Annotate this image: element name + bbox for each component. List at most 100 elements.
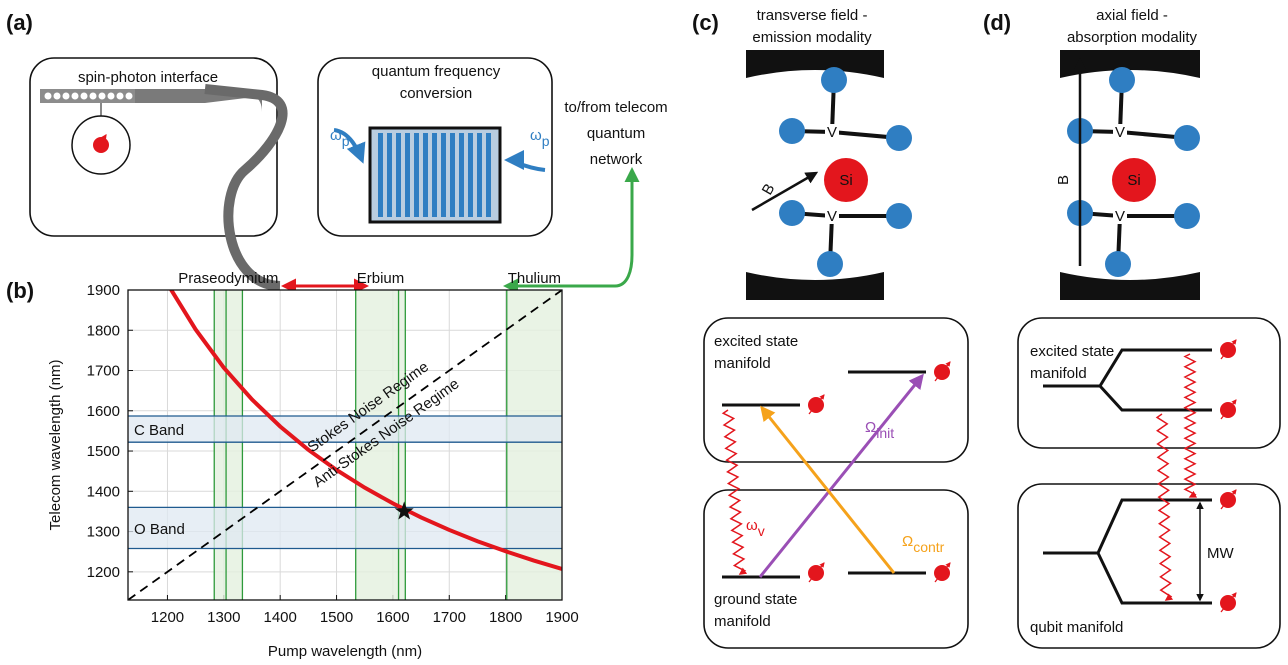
network-label: to/from telecom <box>564 99 667 116</box>
carbon-atom <box>1109 67 1135 93</box>
omega-contr: Ωcontr <box>902 533 945 555</box>
x-tick-label: 1200 <box>151 609 184 626</box>
telecom-band <box>128 507 562 548</box>
stripe <box>405 133 410 217</box>
hole <box>63 93 70 100</box>
carbon-atom <box>886 125 912 151</box>
x-tick-label: 1700 <box>433 609 466 626</box>
molecule: VVSi <box>1067 67 1200 277</box>
telecom-arrow <box>506 170 632 286</box>
hole <box>72 93 79 100</box>
panel-label: (a) <box>6 10 33 35</box>
vacancy-label: V <box>827 124 837 141</box>
carbon-atom <box>779 200 805 226</box>
band-label: C Band <box>134 422 184 439</box>
panel-title: emission modality <box>752 29 872 46</box>
y-tick-label: 1700 <box>87 363 120 380</box>
y-tick-label: 1300 <box>87 524 120 541</box>
stripe <box>414 133 419 217</box>
x-tick-label: 1800 <box>489 609 522 626</box>
symbol: ω <box>530 127 542 144</box>
omega-init: Ωinit <box>865 419 894 441</box>
y-tick-label: 1600 <box>87 403 120 420</box>
stripe <box>477 133 482 217</box>
omega-v: ωv <box>746 517 765 539</box>
box-title: spin-photon interface <box>78 69 218 86</box>
hole <box>108 93 115 100</box>
figure: (a) (b) (c) (d) spin-photon interface qu… <box>0 0 1288 665</box>
hole <box>90 93 97 100</box>
band-label: Erbium <box>357 270 405 287</box>
subscript: v <box>758 523 765 539</box>
symbol: ω <box>330 127 342 144</box>
spin <box>93 137 109 153</box>
manifold-label: excited state <box>1030 343 1114 360</box>
stripe <box>423 133 428 217</box>
symbol: ω <box>746 517 758 534</box>
silicon-label: Si <box>839 172 852 189</box>
excited-box <box>1018 318 1280 448</box>
hole <box>54 93 61 100</box>
mirror <box>1060 272 1200 300</box>
hole <box>99 93 106 100</box>
field-label: B <box>1055 175 1072 185</box>
stripe <box>387 133 392 217</box>
carbon-atom <box>886 203 912 229</box>
mirror <box>746 50 884 78</box>
y-tick-label: 1800 <box>87 322 120 339</box>
manifold-label: qubit manifold <box>1030 619 1123 636</box>
vacancy-label: V <box>1115 208 1125 225</box>
panel-label: (c) <box>692 10 719 35</box>
y-tick-label: 1200 <box>87 564 120 581</box>
emission <box>1185 354 1195 497</box>
mirror <box>746 272 884 300</box>
stripe <box>468 133 473 217</box>
subscript: contr <box>913 539 944 555</box>
mw-label: MW <box>1207 545 1234 562</box>
network-label: quantum <box>587 125 645 142</box>
y-tick-label: 1900 <box>87 282 120 299</box>
element-band <box>214 290 242 600</box>
box-title: quantum frequency <box>372 63 501 80</box>
decorations <box>723 340 1236 612</box>
manifold-label: excited state <box>714 333 798 350</box>
panel-label: (b) <box>6 278 34 303</box>
subscript: init <box>876 425 894 441</box>
panel-title: absorption modality <box>1067 29 1198 46</box>
hole <box>126 93 133 100</box>
hole <box>117 93 124 100</box>
symbol: Ω <box>865 419 876 436</box>
omega-p: ωp <box>530 127 550 149</box>
network-label: network <box>590 151 643 168</box>
stripe <box>459 133 464 217</box>
carbon-atom <box>1174 203 1200 229</box>
y-tick-label: 1400 <box>87 483 120 500</box>
stripe <box>432 133 437 217</box>
symbol: Ω <box>902 533 913 550</box>
manifold-label: ground state <box>714 591 797 608</box>
panel-a: spin-photon interface quantum frequency … <box>30 58 668 317</box>
manifold-label: manifold <box>1030 365 1087 382</box>
y-tick-label: 1500 <box>87 443 120 460</box>
y-axis-title: Telecom wavelength (nm) <box>47 360 64 531</box>
x-tick-label: 1900 <box>545 609 578 626</box>
pump-arrow <box>508 160 545 170</box>
carbon-atom <box>1105 251 1131 277</box>
emission <box>723 410 745 574</box>
x-tick-label: 1400 <box>263 609 296 626</box>
fiber <box>205 89 283 286</box>
silicon-label: Si <box>1127 172 1140 189</box>
x-tick-label: 1300 <box>207 609 240 626</box>
subscript: p <box>542 133 550 149</box>
stripe <box>441 133 446 217</box>
x-tick-label: 1500 <box>320 609 353 626</box>
band-label: Thulium <box>508 270 561 287</box>
emission <box>1157 414 1171 600</box>
subscript: p <box>342 133 350 149</box>
box-title: conversion <box>400 85 473 102</box>
stripe <box>486 133 491 217</box>
x-axis-title: Pump wavelength (nm) <box>268 643 422 660</box>
stripe <box>378 133 383 217</box>
carbon-atom <box>779 118 805 144</box>
